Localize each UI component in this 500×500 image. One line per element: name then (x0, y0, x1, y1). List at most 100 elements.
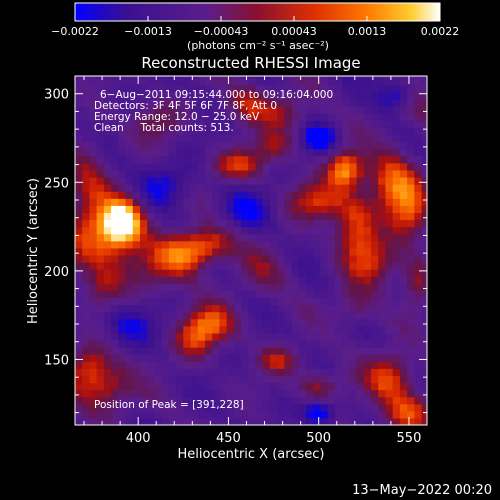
heatmap-cell (96, 403, 105, 412)
heatmap-cell (306, 184, 314, 192)
colorbar-tick-label: 0.00043 (271, 25, 317, 38)
heatmap-cell (147, 396, 156, 405)
heatmap-cell (371, 318, 379, 327)
heatmap-cell (269, 396, 278, 405)
heatmap-cell (414, 247, 423, 256)
heatmap-cell (277, 148, 285, 157)
heatmap-cell (125, 198, 134, 206)
heatmap-cell (219, 198, 228, 206)
heatmap-cell (327, 332, 336, 341)
heatmap-cell (139, 191, 148, 199)
heatmap-cell (291, 169, 300, 178)
heatmap-cell (378, 396, 387, 405)
heatmap-cell (306, 297, 314, 306)
heatmap-cell (96, 311, 105, 320)
heatmap-cell (132, 226, 141, 235)
heatmap-cell (378, 191, 387, 199)
heatmap-cell (248, 198, 257, 206)
heatmap-cell (349, 141, 358, 150)
heatmap-cell (219, 361, 228, 369)
heatmap-cell (248, 332, 257, 341)
heatmap-cell (356, 262, 365, 270)
heatmap-cell (132, 339, 141, 348)
heatmap-cell (75, 368, 83, 376)
heatmap-cell (255, 375, 264, 384)
heatmap-cell (378, 354, 387, 362)
heatmap-cell (349, 254, 358, 263)
heatmap-cell (190, 417, 199, 425)
heatmap-cell (392, 396, 401, 405)
heatmap-cell (269, 247, 278, 256)
heatmap-cell (392, 120, 401, 128)
heatmap-cell (118, 91, 127, 100)
heatmap-cell (233, 283, 242, 291)
heatmap-cell (139, 155, 148, 164)
heatmap-cell (147, 290, 156, 299)
heatmap-cell (139, 375, 148, 384)
heatmap-cell (176, 76, 184, 79)
heatmap-cell (212, 84, 221, 93)
heatmap-cell (371, 247, 379, 256)
heatmap-cell (385, 198, 394, 206)
heatmap-cell (392, 311, 401, 320)
heatmap-cell (75, 254, 83, 263)
heatmap-cell (298, 247, 307, 256)
heatmap-cell (111, 169, 119, 178)
heatmap-cell (284, 375, 293, 384)
heatmap-cell (212, 205, 221, 214)
heatmap-cell (139, 361, 148, 369)
heatmap-cell (132, 325, 141, 334)
heatmap-cell (284, 297, 293, 306)
heatmap-cell (356, 311, 365, 320)
heatmap-cell (190, 318, 199, 327)
heatmap-cell (399, 389, 408, 398)
heatmap-cell (103, 84, 112, 93)
heatmap-cell (407, 410, 415, 419)
heatmap-cell (320, 77, 329, 86)
heatmap-cell (284, 247, 293, 256)
heatmap-cell (89, 347, 98, 355)
heatmap-cell (161, 347, 170, 355)
heatmap-cell (277, 184, 285, 192)
heatmap-cell (378, 247, 387, 256)
heatmap-cell (385, 99, 394, 107)
heatmap-cell (89, 290, 98, 299)
heatmap-cell (327, 169, 336, 178)
heatmap-cell (241, 176, 249, 185)
heatmap-cell (371, 354, 379, 362)
heatmap-cell (349, 354, 358, 362)
heatmap-cell (111, 198, 119, 206)
heatmap-cell (226, 262, 235, 270)
heatmap-cell (407, 84, 415, 93)
heatmap-cell (82, 176, 91, 185)
heatmap-cell (421, 191, 427, 199)
heatmap-cell (277, 141, 285, 150)
heatmap-cell (204, 318, 213, 327)
heatmap-cell (407, 417, 415, 425)
heatmap-cell (356, 396, 365, 405)
heatmap-cell (241, 283, 249, 291)
heatmap-cell (284, 389, 293, 398)
heatmap-cell (421, 410, 427, 419)
heatmap-cell (161, 375, 170, 384)
heatmap-cell (204, 99, 213, 107)
heatmap-cell (255, 198, 264, 206)
heatmap-cell (262, 134, 271, 143)
heatmap-cell (363, 297, 372, 306)
heatmap-cell (226, 84, 235, 93)
heatmap-cell (298, 141, 307, 150)
heatmap-cell (407, 368, 415, 376)
heatmap-cell (161, 304, 170, 313)
heatmap-cell (147, 354, 156, 362)
heatmap-cell (75, 219, 83, 228)
heatmap-cell (313, 141, 322, 150)
heatmap-cell (306, 276, 314, 284)
heatmap-cell (414, 120, 423, 128)
heatmap-cell (118, 290, 127, 299)
heatmap-cell (421, 396, 427, 405)
heatmap-cell (219, 382, 228, 391)
heatmap-cell (414, 311, 423, 320)
heatmap-cell (248, 339, 257, 348)
heatmap-cell (89, 325, 98, 334)
heatmap-cell (378, 141, 387, 150)
